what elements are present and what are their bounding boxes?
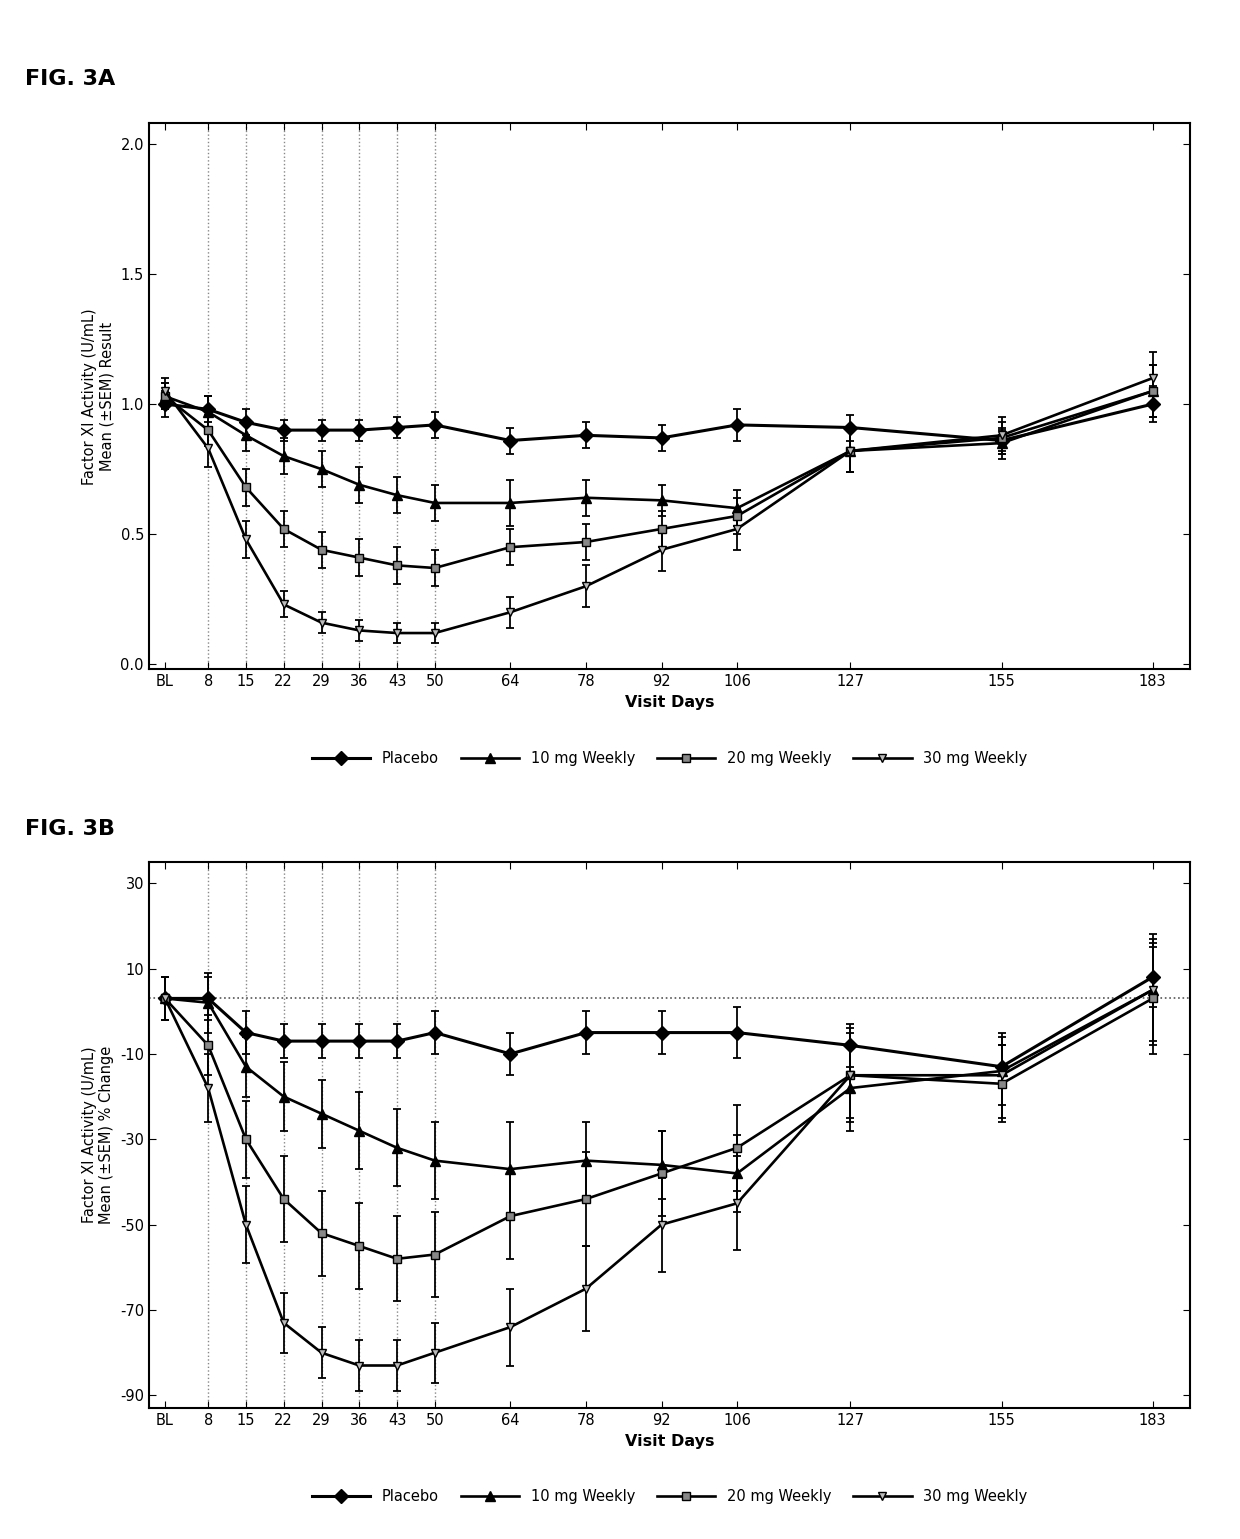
Y-axis label: Factor XI Activity (U/mL)
Mean (±SEM) Result: Factor XI Activity (U/mL) Mean (±SEM) Re…	[83, 308, 115, 485]
X-axis label: Visit Days: Visit Days	[625, 696, 714, 709]
Legend: Placebo, 10 mg Weekly, 20 mg Weekly, 30 mg Weekly: Placebo, 10 mg Weekly, 20 mg Weekly, 30 …	[306, 745, 1033, 771]
Text: FIG. 3B: FIG. 3B	[25, 819, 115, 839]
Legend: Placebo, 10 mg Weekly, 20 mg Weekly, 30 mg Weekly: Placebo, 10 mg Weekly, 20 mg Weekly, 30 …	[306, 1484, 1033, 1510]
X-axis label: Visit Days: Visit Days	[625, 1434, 714, 1448]
Text: FIG. 3A: FIG. 3A	[25, 69, 115, 89]
Y-axis label: Factor XI Activity (U/mL)
Mean (±SEM) % Change: Factor XI Activity (U/mL) Mean (±SEM) % …	[82, 1047, 114, 1224]
